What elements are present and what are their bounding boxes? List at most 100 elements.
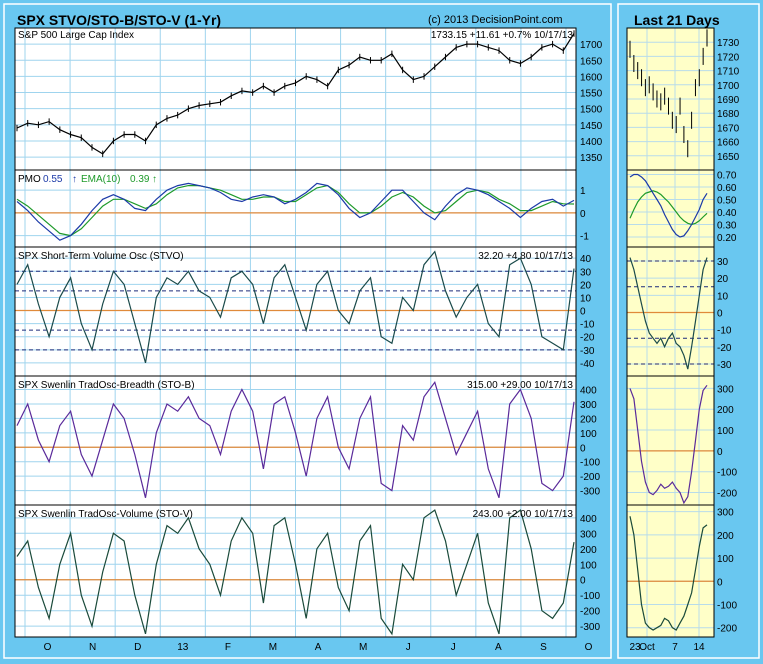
side-y-tick-label: 1730 [717, 38, 740, 49]
side-y-tick-label: 200 [717, 531, 734, 542]
x-tick-label: M [269, 642, 277, 653]
ema-line [16, 184, 575, 237]
side-y-tick-label: -100 [717, 468, 737, 479]
side-y-tick-label: 0.60 [717, 183, 737, 194]
y-tick-label: -100 [580, 458, 600, 469]
side-y-tick-label: 300 [717, 384, 734, 395]
y-tick-label: 20 [580, 280, 592, 291]
x-tick-label: A [495, 642, 502, 653]
pmo-label: PMO [18, 174, 41, 185]
y-tick-label: 0 [580, 576, 586, 587]
y-tick-label: 40 [580, 254, 592, 265]
y-tick-label: 1400 [580, 137, 603, 148]
side-y-tick-label: 100 [717, 426, 734, 437]
side-y-tick-label: -100 [717, 601, 737, 612]
oscillator-line [16, 380, 575, 499]
side-y-tick-label: 0 [717, 309, 723, 320]
y-tick-label: 1500 [580, 105, 603, 116]
y-tick-label: 100 [580, 429, 597, 440]
y-tick-label: -30 [580, 346, 595, 357]
side-ema-line [629, 190, 708, 226]
y-tick-label: -1 [580, 232, 589, 243]
pmo-arrow: ↑ [72, 174, 77, 185]
side-y-tick-label: 30 [717, 257, 729, 268]
side-y-tick-label: -200 [717, 624, 737, 635]
side-y-tick-label: 1720 [717, 52, 740, 63]
y-tick-label: -300 [580, 622, 600, 633]
side-y-tick-label: -10 [717, 326, 732, 337]
oscillator-line [16, 250, 575, 364]
y-tick-label: 10 [580, 293, 592, 304]
panel-title: SPX Swenlin TradOsc-Breadth (STO-B) [18, 380, 195, 391]
ema-label: EMA(10) [81, 174, 120, 185]
y-tick-label: 300 [580, 400, 597, 411]
side-oscillator-line [629, 384, 708, 505]
side-x-tick-label: 7 [672, 642, 678, 653]
panel-title: SPX Short-Term Volume Osc (STVO) [18, 251, 184, 262]
pmo-value: 0.55 [43, 174, 63, 185]
y-tick-label: 1650 [580, 56, 603, 67]
y-tick-label: 0 [580, 307, 586, 318]
y-tick-label: 400 [580, 514, 597, 525]
side-y-tick-label: 200 [717, 405, 734, 416]
y-tick-label: 300 [580, 529, 597, 540]
x-tick-label: O [44, 642, 52, 653]
x-tick-label: A [315, 642, 322, 653]
side-x-tick-label: 23 [629, 642, 641, 653]
side-y-tick-label: -20 [717, 343, 732, 354]
ema-arrow: ↑ [152, 174, 157, 185]
panel-title: S&P 500 Large Cap Index [18, 30, 134, 41]
x-tick-label: M [359, 642, 367, 653]
y-tick-label: 1350 [580, 153, 603, 164]
y-tick-label: 1700 [580, 40, 603, 51]
side-title: Last 21 Days [634, 12, 720, 28]
panel-readout: 32.20 +4.80 10/17/13 [478, 251, 573, 262]
y-tick-label: 1600 [580, 72, 603, 83]
price-line [16, 33, 575, 155]
y-tick-label: 0 [580, 209, 586, 220]
y-tick-label: 30 [580, 267, 592, 278]
y-tick-label: 200 [580, 414, 597, 425]
y-tick-label: -20 [580, 333, 595, 344]
panel-readout: 243.00 +2.00 10/17/13 [473, 509, 574, 520]
oscillator-line [16, 509, 575, 636]
side-y-tick-label: 1680 [717, 109, 740, 120]
side-y-tick-label: 300 [717, 508, 734, 519]
panel-readout: 315.00 +29.00 10/17/13 [467, 380, 573, 391]
outer-border-right [617, 3, 760, 659]
side-y-tick-label: -30 [717, 360, 732, 371]
side-x-tick-label: 14 [693, 642, 705, 653]
ema-value: 0.39 [130, 174, 150, 185]
y-tick-label: 1 [580, 186, 586, 197]
outer-border-left [3, 3, 612, 659]
y-tick-label: -200 [580, 607, 600, 618]
y-tick-label: -10 [580, 320, 595, 331]
pmo-line [16, 182, 575, 241]
y-tick-label: 1450 [580, 121, 603, 132]
side-oscillator-line [629, 257, 708, 370]
y-tick-label: 400 [580, 386, 597, 397]
x-tick-label: F [225, 642, 231, 653]
side-x-tick-label: Oct [639, 642, 655, 653]
side-y-tick-label: 1660 [717, 138, 740, 149]
side-y-tick-label: 0.30 [717, 221, 737, 232]
side-y-tick-label: 1700 [717, 81, 740, 92]
side-y-tick-label: 0.50 [717, 196, 737, 207]
y-tick-label: -40 [580, 359, 595, 370]
x-tick-label: D [134, 642, 141, 653]
side-y-tick-label: 0 [717, 447, 723, 458]
x-tick-label: O [585, 642, 593, 653]
x-tick-label: N [89, 642, 96, 653]
y-tick-label: -200 [580, 472, 600, 483]
side-plot-area [626, 27, 715, 638]
side-y-tick-label: 0.40 [717, 208, 737, 219]
main-frame [14, 27, 577, 638]
side-y-tick-label: 1650 [717, 152, 740, 163]
side-y-tick-label: 100 [717, 554, 734, 565]
side-pmo-line [629, 173, 708, 238]
panel-readout: 1733.15 +11.61 +0.7% 10/17/13 [431, 30, 574, 41]
x-tick-label: S [540, 642, 547, 653]
side-y-tick-label: 0 [717, 577, 723, 588]
side-y-tick-label: 1690 [717, 95, 740, 106]
